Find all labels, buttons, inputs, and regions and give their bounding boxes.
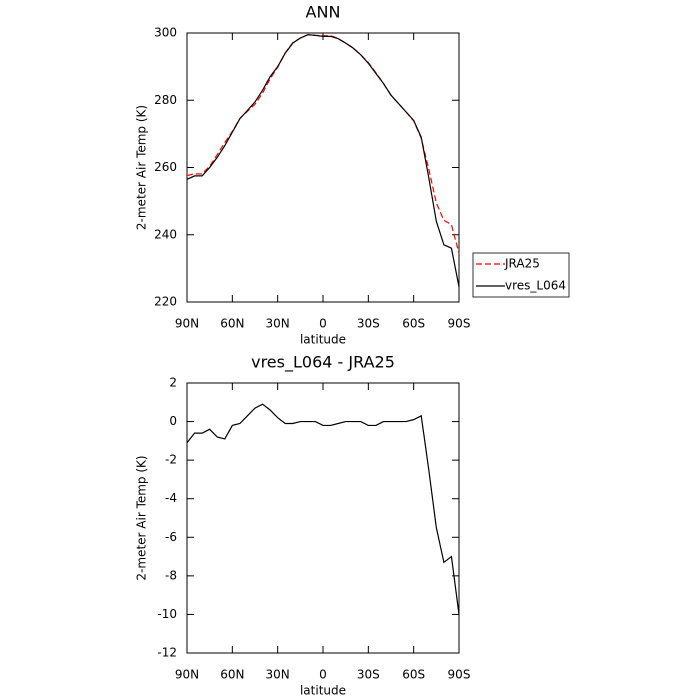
y-tick-label: 300 [154, 26, 177, 40]
y-tick-label: 220 [154, 295, 177, 309]
y-tick-label: -8 [165, 568, 177, 582]
x-tick-label: 30N [266, 317, 290, 331]
x-tick-label: 60N [220, 668, 244, 682]
legend-box [472, 252, 570, 298]
y-axis-label: 2-meter Air Temp (K) [135, 105, 149, 230]
y-tick-label: -6 [165, 530, 177, 544]
y-tick-label: -12 [157, 646, 177, 660]
x-tick-label: 60N [220, 317, 244, 331]
x-tick-label: 90S [448, 317, 471, 331]
y-tick-label: 0 [169, 414, 177, 428]
x-tick-label: 30N [266, 668, 290, 682]
y-tick-label: 2 [169, 376, 177, 390]
x-tick-label: 30S [357, 317, 380, 331]
data-line [186, 34, 460, 287]
data-line [186, 403, 460, 615]
chart-title: ANN [306, 3, 341, 22]
legend-label: JRA25 [504, 257, 540, 271]
x-tick-label: 0 [319, 317, 327, 331]
data-line [186, 34, 460, 254]
y-tick-label: 240 [154, 227, 177, 241]
y-tick-label: -4 [165, 491, 177, 505]
x-tick-label: 30S [357, 668, 380, 682]
x-tick-label: 90N [175, 668, 199, 682]
y-tick-label: -2 [165, 453, 177, 467]
plot-frame [186, 32, 460, 303]
y-tick-label: 280 [154, 93, 177, 107]
y-tick-label: 260 [154, 160, 177, 174]
plot-frame [186, 382, 460, 654]
x-tick-label: 60S [402, 317, 425, 331]
x-tick-label: 0 [319, 668, 327, 682]
y-tick-label: -10 [157, 607, 177, 621]
legend-label: vres_L064 [505, 279, 566, 293]
x-axis-label: latitude [300, 684, 346, 698]
x-tick-label: 90N [175, 317, 199, 331]
y-axis-label: 2-meter Air Temp (K) [135, 455, 149, 580]
x-tick-label: 60S [402, 668, 425, 682]
x-tick-label: 90S [448, 668, 471, 682]
chart-title: vres_L064 - JRA25 [251, 353, 395, 373]
x-axis-label: latitude [300, 333, 346, 347]
